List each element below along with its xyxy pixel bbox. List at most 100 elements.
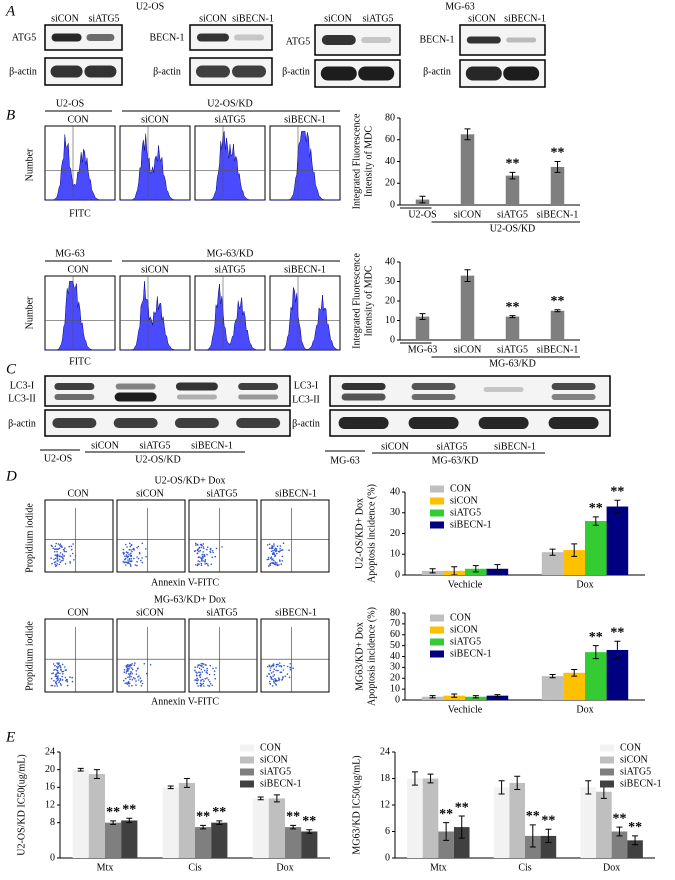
- error-bar: [509, 315, 516, 319]
- error-bar: [464, 269, 471, 282]
- flow-dot: [62, 555, 64, 557]
- y-tick-label: 12: [45, 799, 55, 810]
- error-bar: [585, 780, 592, 795]
- flow-dot: [200, 564, 203, 567]
- flow-dot: [140, 559, 142, 562]
- flow-dot: [50, 544, 53, 547]
- flow-dot: [129, 545, 132, 548]
- flow-dot: [59, 555, 61, 557]
- significance: **: [506, 157, 520, 172]
- error-bar: [616, 826, 623, 837]
- legend-swatch: [430, 509, 444, 517]
- legend-label: CON: [620, 742, 641, 753]
- axis-label: FITC: [69, 208, 91, 219]
- x-tick-label: siBECN-1: [537, 344, 579, 355]
- flow-label: siBECN-1: [275, 488, 317, 499]
- flow-dot: [278, 665, 281, 667]
- significance: **: [302, 814, 316, 829]
- flow-dot: [125, 554, 128, 556]
- flow-dot: [278, 662, 281, 664]
- legend-label: siCON: [260, 754, 288, 765]
- panel-letter: C: [6, 361, 17, 377]
- flow-dot: [125, 672, 127, 674]
- flow-frame: [260, 618, 330, 693]
- flow-dot: [134, 564, 137, 566]
- y-axis-label: MG63/KD IC50(ug/mL): [351, 755, 362, 854]
- legend-swatch: [600, 744, 614, 752]
- flow-dot: [53, 558, 55, 561]
- bar: [580, 787, 597, 858]
- y-tick-label: 40: [385, 156, 395, 167]
- flow-dot: [58, 558, 61, 561]
- flow-dot: [206, 672, 209, 674]
- bar: [443, 695, 465, 700]
- legend-label: siBECN-1: [620, 778, 662, 789]
- flow-dot: [201, 558, 203, 561]
- flow-dot: [281, 679, 283, 681]
- flow-dot: [209, 683, 212, 685]
- flow-dot: [72, 543, 74, 545]
- flow-dot: [54, 548, 57, 550]
- flow-dot: [130, 549, 132, 551]
- y-tick-label: 80: [385, 112, 395, 123]
- flow-dot: [200, 546, 203, 549]
- flow-dot: [61, 546, 63, 549]
- error-bar: [571, 669, 578, 677]
- flow-dot: [124, 682, 126, 685]
- y-axis-label: Apoptosis incidence (%): [366, 607, 377, 706]
- significance: **: [506, 300, 520, 315]
- flow-dot: [138, 552, 141, 554]
- flow-dot: [200, 665, 203, 667]
- group-label: U2-OS/KD: [490, 223, 536, 234]
- flow-dot: [61, 663, 64, 666]
- blot-band: [54, 383, 95, 390]
- flow-dot: [141, 542, 144, 545]
- flow-dot: [202, 682, 205, 685]
- flow-dot: [141, 557, 143, 559]
- flow-dot: [200, 543, 203, 546]
- flow-dot: [195, 679, 197, 681]
- significance: **: [551, 146, 565, 161]
- flow-dot: [134, 662, 136, 664]
- row-label: BECN-1: [420, 34, 455, 45]
- significance: **: [106, 805, 120, 820]
- flow-dot: [292, 667, 295, 669]
- x-tick-label: Dox: [576, 704, 593, 715]
- error-bar: [592, 516, 599, 526]
- flow-dot: [56, 557, 59, 559]
- bar: [540, 835, 557, 858]
- flow-dot: [271, 685, 274, 687]
- flow-dot: [123, 669, 126, 671]
- flow-dot: [59, 683, 62, 685]
- flow-dot: [126, 555, 128, 558]
- legend-label: siBECN-1: [450, 648, 492, 659]
- row-label: LC3-I: [294, 380, 318, 391]
- flow-dot: [274, 555, 276, 558]
- flow-dot: [123, 552, 125, 554]
- bar: [486, 695, 509, 700]
- error-bar: [529, 824, 536, 848]
- flow-dot: [56, 555, 59, 558]
- cell-line: U2-OS: [136, 1, 164, 12]
- error-bar: [200, 824, 207, 830]
- blot-band: [465, 66, 502, 81]
- significance: **: [196, 810, 210, 825]
- blot-band: [51, 33, 82, 42]
- flow-dot: [124, 677, 127, 680]
- bar: [407, 778, 423, 858]
- flow-dot: [63, 555, 66, 557]
- y-tick-label: 0: [390, 334, 395, 345]
- flow-dot: [50, 557, 52, 559]
- flow-dot: [54, 685, 56, 687]
- flow-dot: [132, 547, 135, 550]
- flow-label: CON: [67, 114, 88, 125]
- flow-dot: [208, 673, 211, 676]
- lane-label: siCON: [381, 441, 409, 452]
- flow-dot: [64, 669, 67, 671]
- flow-dot: [272, 549, 274, 552]
- flow-dot: [269, 669, 272, 672]
- error-bar: [419, 195, 426, 204]
- flow-dot: [193, 550, 196, 553]
- error-bar: [545, 828, 552, 844]
- flow-dot: [52, 663, 55, 665]
